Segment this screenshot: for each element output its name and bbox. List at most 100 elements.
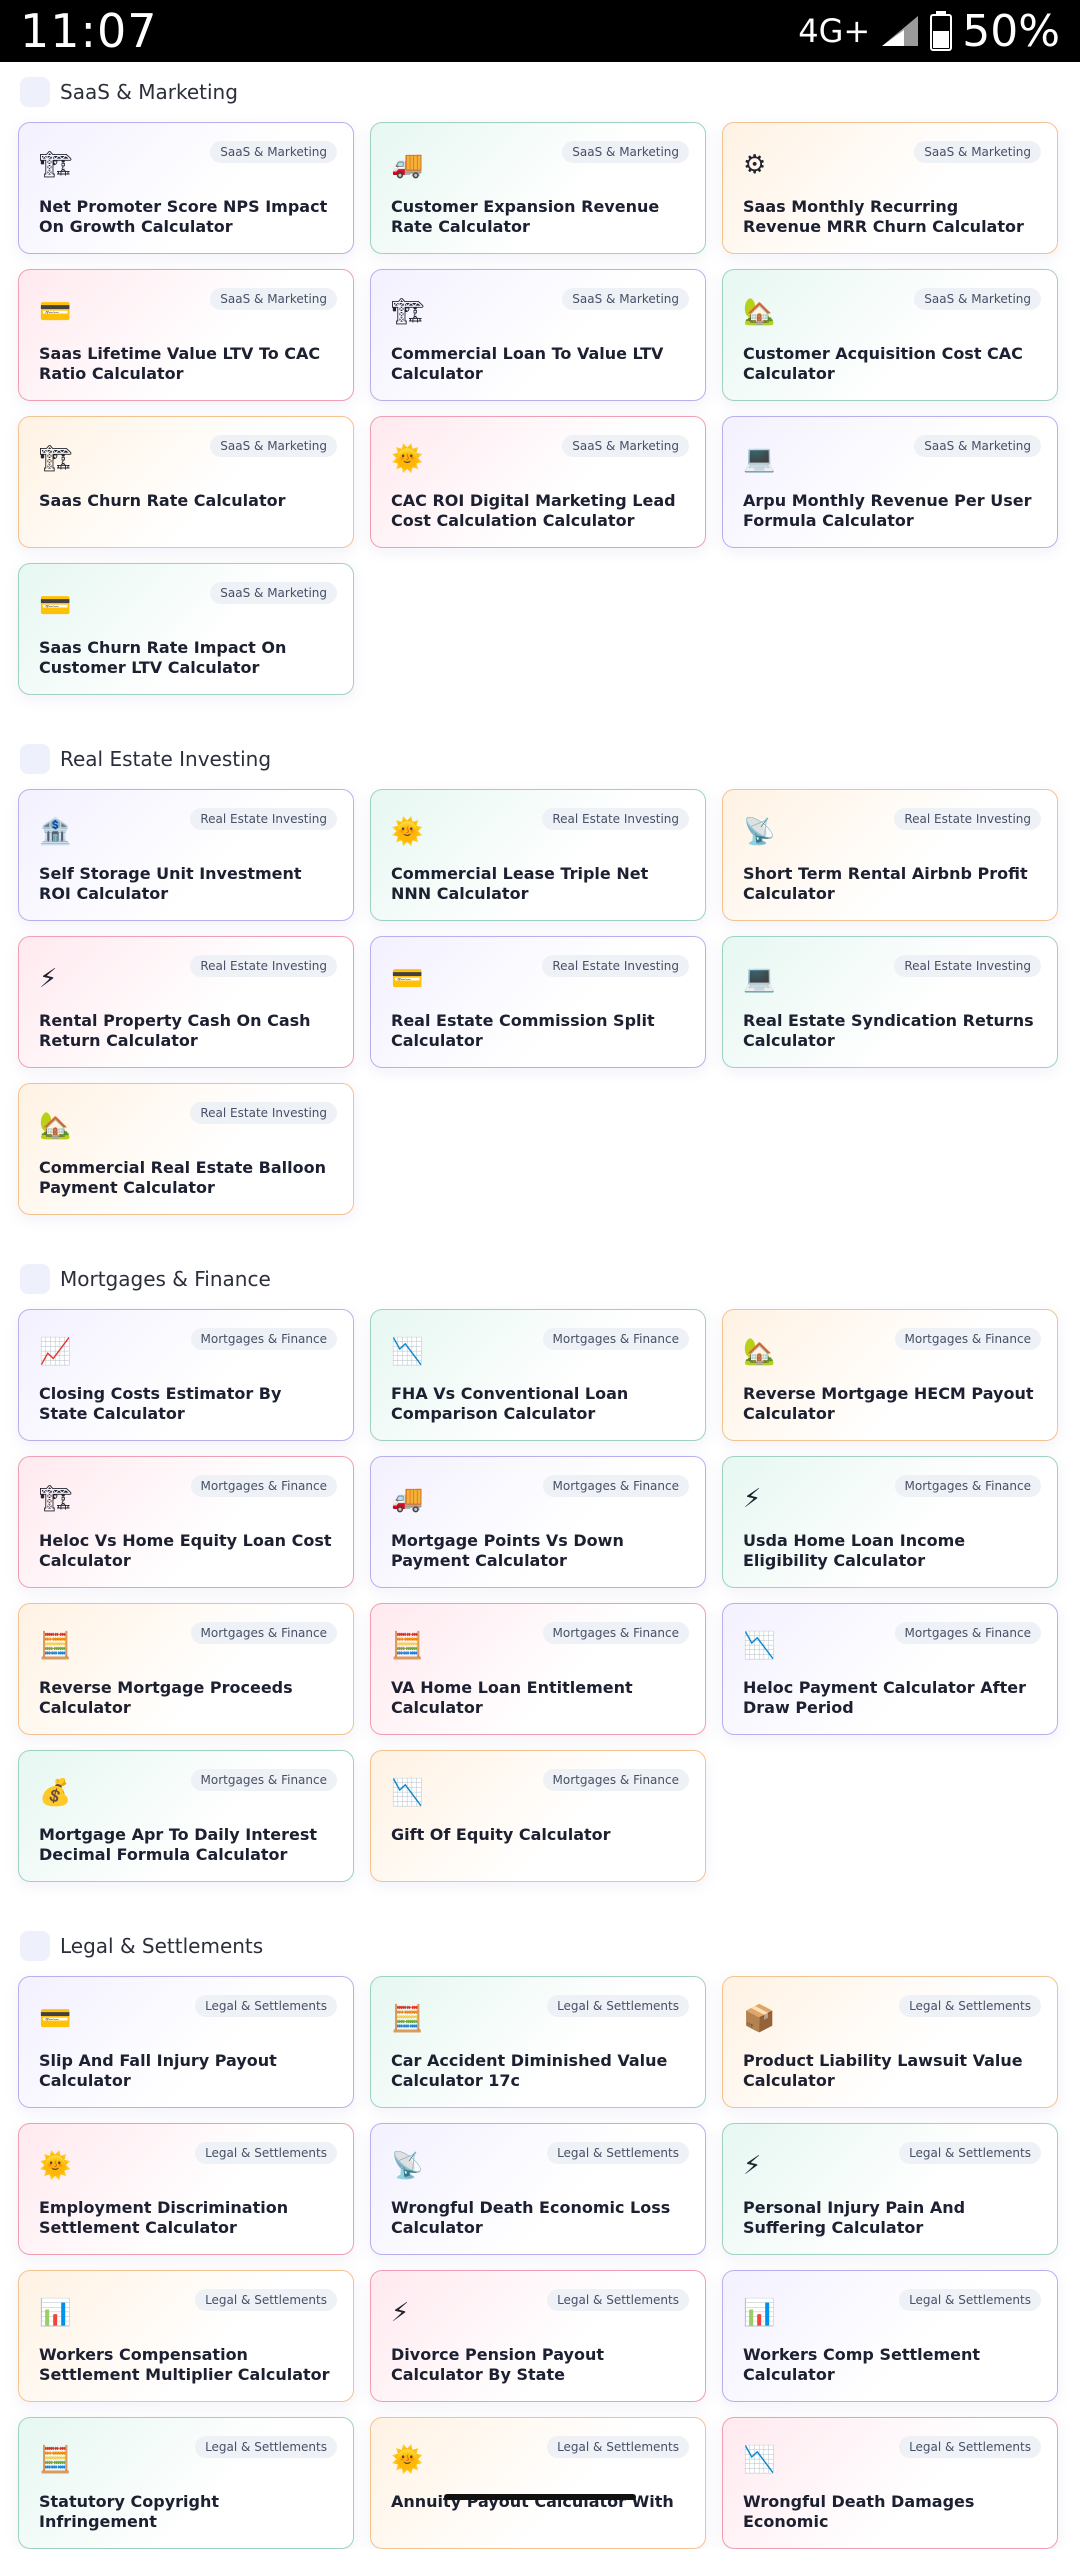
card-title: FHA Vs Conventional Loan Comparison Calc…	[391, 1384, 629, 1423]
card-title: Wrongful Death Damages Economic	[743, 2492, 975, 2531]
category-badge: SaaS & Marketing	[562, 435, 689, 457]
card-title: Wrongful Death Economic Loss Calculator	[391, 2198, 671, 2237]
category-badge: Legal & Settlements	[899, 2142, 1041, 2164]
chart-down-icon: 📉	[391, 1337, 424, 1367]
calculator-card[interactable]: 💳 SaaS & Marketing Saas Lifetime Value LTV…	[18, 269, 354, 401]
card-title: Arpu Monthly Revenue Per User Formula Ca…	[743, 491, 1032, 530]
calculator-card[interactable]: ⚡ Legal & Settlements Personal Injury Pain…	[722, 2123, 1058, 2255]
category-badge: Real Estate Investing	[894, 955, 1041, 977]
category-badge: SaaS & Marketing	[562, 288, 689, 310]
calculator-card[interactable]: 🧮 Legal & Settlements Statutory Copyright …	[18, 2417, 354, 2549]
category-badge: Real Estate Investing	[190, 1102, 337, 1124]
calculator-card[interactable]: 📊 Legal & Settlements Workers Comp Settlem…	[722, 2270, 1058, 2402]
satellite-icon: 📡	[743, 817, 776, 847]
card-title: Commercial Real Estate Balloon Payment C…	[39, 1158, 326, 1197]
calculator-card[interactable]: 📊 Legal & Settlements Workers Compensation…	[18, 2270, 354, 2402]
calculator-card[interactable]: ⚡ Legal & Settlements Divorce Pension Payo…	[370, 2270, 706, 2402]
category-badge: Legal & Settlements	[899, 1995, 1041, 2017]
card-title: Gift Of Equity Calculator	[391, 1825, 611, 1844]
category-badge: SaaS & Marketing	[914, 141, 1041, 163]
category-badge: Legal & Settlements	[899, 2289, 1041, 2311]
calculator-card[interactable]: 📡 Real Estate Investing Short Term Rental …	[722, 789, 1058, 921]
card-title: Employment Discrimination Settlement Cal…	[39, 2198, 289, 2237]
calculator-card[interactable]: 📉 Mortgages & Finance FHA Vs Conventional …	[370, 1309, 706, 1441]
calculator-card[interactable]: 🌞 SaaS & Marketing CAC ROI Digital Marketi…	[370, 416, 706, 548]
calculator-card[interactable]: 💳 SaaS & Marketing Saas Churn Rate Impact …	[18, 563, 354, 695]
card-title: Reverse Mortgage HECM Payout Calculator	[743, 1384, 1034, 1423]
section-title: SaaS & Marketing	[60, 80, 238, 104]
calculator-card[interactable]: 🧮 Mortgages & Finance Reverse Mortgage Pro…	[18, 1603, 354, 1735]
category-badge: Legal & Settlements	[195, 2436, 337, 2458]
category-badge: Legal & Settlements	[547, 2289, 689, 2311]
sun-icon: 🌞	[391, 444, 424, 474]
section-header: Real Estate Investing	[20, 739, 271, 779]
sun-icon: 🌞	[391, 817, 424, 847]
category-badge: Mortgages & Finance	[894, 1622, 1041, 1644]
calculator-card[interactable]: 🧮 Mortgages & Finance VA Home Loan Entitle…	[370, 1603, 706, 1735]
calculator-card[interactable]: 🏗 Mortgages & Finance Heloc Vs Home Equity…	[18, 1456, 354, 1588]
calculator-card[interactable]: 💰 Mortgages & Finance Mortgage Apr To Dail…	[18, 1750, 354, 1882]
category-badge: SaaS & Marketing	[210, 435, 337, 457]
calculator-card[interactable]: 🏗 SaaS & Marketing Commercial Loan To Valu…	[370, 269, 706, 401]
credit-card-icon: 💳	[391, 964, 424, 994]
card-title: Car Accident Diminished Value Calculator…	[391, 2051, 668, 2090]
category-badge: Legal & Settlements	[195, 2142, 337, 2164]
calculator-card[interactable]: 📉 Mortgages & Finance Gift Of Equity Calcu…	[370, 1750, 706, 1882]
calculator-card[interactable]: 🚚 SaaS & Marketing Customer Expansion Reve…	[370, 122, 706, 254]
calculator-card[interactable]: 🌞 Real Estate Investing Commercial Lease T…	[370, 789, 706, 921]
calculator-card[interactable]: 🏡 Mortgages & Finance Reverse Mortgage HEC…	[722, 1309, 1058, 1441]
bank-icon: 🏦	[39, 817, 72, 847]
calculator-card[interactable]: 🚚 Mortgages & Finance Mortgage Points Vs D…	[370, 1456, 706, 1588]
category-badge: Legal & Settlements	[547, 2436, 689, 2458]
card-title: Closing Costs Estimator By State Calcula…	[39, 1384, 282, 1423]
status-icons: 4G+ 50%	[798, 4, 1060, 58]
section-header: Mortgages & Finance	[20, 1259, 271, 1299]
card-title: Customer Expansion Revenue Rate Calculat…	[391, 197, 660, 236]
section-header: SaaS & Marketing	[20, 72, 238, 112]
lightning-icon: ⚡	[391, 2298, 410, 2328]
calculator-card[interactable]: 🏡 SaaS & Marketing Customer Acquisition Co…	[722, 269, 1058, 401]
calculator-card[interactable]: 💳 Legal & Settlements Slip And Fall Injury…	[18, 1976, 354, 2108]
gesture-navigation-bar[interactable]	[444, 2494, 636, 2500]
card-title: Customer Acquisition Cost CAC Calculator	[743, 344, 1023, 383]
calculator-card[interactable]: ⚡ Real Estate Investing Rental Property Ca…	[18, 936, 354, 1068]
calculator-card[interactable]: 💻 Real Estate Investing Real Estate Syndic…	[722, 936, 1058, 1068]
calculator-card[interactable]: ⚙ SaaS & Marketing Saas Monthly Recurring …	[722, 122, 1058, 254]
category-badge: Mortgages & Finance	[190, 1328, 337, 1350]
calculator-card[interactable]: 🌞 Legal & Settlements Annuity Payout Calcu…	[370, 2417, 706, 2549]
calculator-card[interactable]: 🧮 Legal & Settlements Car Accident Diminis…	[370, 1976, 706, 2108]
calculator-card[interactable]: 💳 Real Estate Investing Real Estate Commis…	[370, 936, 706, 1068]
category-badge: SaaS & Marketing	[210, 582, 337, 604]
card-title: Real Estate Syndication Returns Calculat…	[743, 1011, 1034, 1050]
category-badge: Real Estate Investing	[190, 808, 337, 830]
card-title: Commercial Loan To Value LTV Calculator	[391, 344, 664, 383]
chart-down-icon: 📉	[391, 1778, 424, 1808]
category-badge: Mortgages & Finance	[894, 1328, 1041, 1350]
calculator-card[interactable]: 🏗 SaaS & Marketing Net Promoter Score NPS …	[18, 122, 354, 254]
calculator-card[interactable]: 🏡 Real Estate Investing Commercial Real Es…	[18, 1083, 354, 1215]
sun-icon: 🌞	[39, 2151, 72, 2181]
section-title: Real Estate Investing	[60, 747, 272, 771]
calculator-card[interactable]: ⚡ Mortgages & Finance Usda Home Loan Incom…	[722, 1456, 1058, 1588]
card-title: Self Storage Unit Investment ROI Calcula…	[39, 864, 302, 903]
card-title: Workers Comp Settlement Calculator	[743, 2345, 981, 2384]
category-badge: SaaS & Marketing	[562, 141, 689, 163]
calculator-card[interactable]: 🌞 Legal & Settlements Employment Discrimin…	[18, 2123, 354, 2255]
calculator-card[interactable]: 🏗 SaaS & Marketing Saas Churn Rate Calcula…	[18, 416, 354, 548]
card-title: VA Home Loan Entitlement Calculator	[391, 1678, 633, 1717]
calculator-card[interactable]: 📉 Mortgages & Finance Heloc Payment Calcul…	[722, 1603, 1058, 1735]
card-title: Heloc Vs Home Equity Loan Cost Calculato…	[39, 1531, 332, 1570]
house-icon: 🏡	[743, 297, 776, 327]
card-title: Saas Lifetime Value LTV To CAC Ratio Cal…	[39, 344, 321, 383]
calculator-card[interactable]: 📦 Legal & Settlements Product Liability La…	[722, 1976, 1058, 2108]
calculator-card[interactable]: 💻 SaaS & Marketing Arpu Monthly Revenue Pe…	[722, 416, 1058, 548]
calculator-card[interactable]: 📡 Legal & Settlements Wrongful Death Econo…	[370, 2123, 706, 2255]
calculator-card[interactable]: 📉 Legal & Settlements Wrongful Death Damag…	[722, 2417, 1058, 2549]
card-title: Saas Churn Rate Impact On Customer LTV C…	[39, 638, 287, 677]
section-checkbox-icon	[20, 1931, 50, 1961]
category-badge: Real Estate Investing	[894, 808, 1041, 830]
calculator-card[interactable]: 🏦 Real Estate Investing Self Storage Unit …	[18, 789, 354, 921]
card-title: Mortgage Apr To Daily Interest Decimal F…	[39, 1825, 318, 1864]
category-badge: Legal & Settlements	[195, 2289, 337, 2311]
calculator-card[interactable]: 📈 Mortgages & Finance Closing Costs Estima…	[18, 1309, 354, 1441]
